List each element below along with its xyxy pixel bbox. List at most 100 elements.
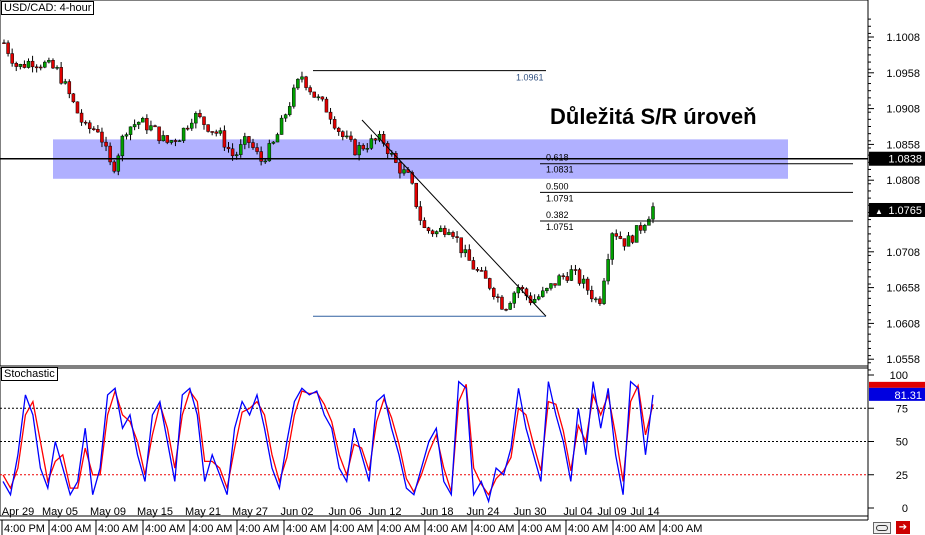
x-subtick-label: 4:00 AM: [98, 523, 138, 535]
stoch-d-line: [2, 383, 654, 496]
stoch-tick-label: 75: [896, 403, 908, 415]
candle-body: [500, 296, 504, 310]
fib-ratio-label: 0.618: [546, 153, 569, 163]
candle-body: [173, 140, 178, 142]
candle-body: [43, 61, 47, 68]
candle-body: [267, 143, 272, 162]
y-tick-label: 1.0808: [886, 175, 920, 187]
candle-body: [234, 154, 239, 157]
x-subtick-label: 4:00 PM: [4, 523, 45, 535]
candle-body: [287, 106, 292, 115]
candle-body: [316, 96, 321, 99]
x-subtick-label: 4:00 AM: [286, 523, 326, 535]
candle-body: [492, 288, 496, 297]
x-tick-label: Jun 06: [328, 506, 361, 518]
candle-body: [459, 237, 463, 254]
candle-body: [541, 290, 545, 297]
fib-price-label: 1.0751: [546, 222, 574, 232]
candle-body: [55, 67, 59, 69]
stoch-k-line: [2, 380, 654, 504]
candle-body: [202, 116, 206, 125]
y-tick-label: 1.0558: [886, 354, 920, 366]
scroll-to-end-icon: ➔: [898, 522, 908, 533]
x-subtick-label: 4:00 AM: [662, 523, 702, 535]
y-tick-label: 1.0858: [886, 139, 920, 151]
candle-body: [83, 121, 88, 124]
candle-body: [18, 64, 23, 67]
candle-body: [206, 124, 210, 132]
candle-body: [47, 59, 51, 63]
candle-body: [194, 113, 198, 124]
candle-body: [128, 126, 133, 135]
candle-body: [63, 81, 67, 84]
candle-body: [451, 232, 455, 237]
link-button[interactable]: [873, 522, 891, 534]
candle-body: [357, 145, 361, 156]
candle-body: [230, 148, 235, 157]
candle-body: [210, 131, 214, 133]
x-tick-label: May 27: [232, 506, 268, 518]
candle-body: [157, 126, 161, 142]
y-tick-label: 1.0958: [886, 68, 920, 80]
candle-body: [577, 269, 582, 284]
candle-body: [332, 119, 337, 129]
x-subtick-label: 4:00 AM: [145, 523, 185, 535]
candle-body: [479, 270, 484, 272]
candle-body: [124, 134, 129, 137]
y-tick-label: 1.0908: [886, 104, 920, 116]
candle-body: [247, 136, 251, 143]
candle-body: [145, 118, 149, 131]
x-tick-label: Jun 24: [466, 506, 499, 518]
x-subtick-label: 4:00 AM: [474, 523, 514, 535]
candle-body: [26, 60, 31, 68]
candle-body: [214, 131, 219, 134]
candle-body: [373, 138, 378, 141]
x-subtick-label: 4:00 AM: [427, 523, 467, 535]
candle-body: [283, 114, 288, 119]
candle-body: [483, 270, 488, 279]
candle-body: [222, 130, 227, 148]
candle-body: [496, 296, 500, 298]
candle-body: [430, 230, 435, 235]
x-tick-label: Jun 30: [513, 506, 546, 518]
candle-body: [561, 275, 565, 277]
candle-body: [149, 125, 153, 131]
candle-body: [308, 87, 312, 93]
candle-body: [447, 232, 451, 235]
candle-body: [455, 236, 459, 238]
candle-body: [218, 130, 223, 134]
candle-body: [59, 67, 63, 84]
candle-body: [398, 162, 402, 174]
price-panel-frame: [0, 0, 869, 367]
y-tick-label: 1.1008: [886, 32, 920, 44]
candle-body: [92, 128, 96, 130]
candle-body: [618, 236, 623, 239]
candle-body: [238, 144, 243, 155]
candle-body: [418, 206, 423, 221]
x-tick-label: Jul 14: [630, 506, 659, 518]
candle-body: [365, 148, 370, 150]
candle-body: [87, 122, 92, 129]
candle-body: [443, 227, 447, 235]
candle-body: [67, 81, 72, 95]
candle-body: [259, 151, 263, 162]
stoch-tick-label: 25: [896, 470, 908, 482]
candle-body: [116, 155, 121, 172]
candle-body: [581, 278, 586, 284]
candle-body: [361, 145, 365, 150]
candle-body: [112, 161, 116, 172]
fib-price-label: 1.0831: [546, 165, 574, 175]
candle-body: [610, 233, 614, 260]
candle-body: [487, 278, 492, 289]
current-price-label: 1.0765: [888, 205, 922, 217]
candle-body: [132, 124, 137, 128]
candle-body: [590, 290, 594, 300]
stoch-k-label: 81.31: [894, 390, 922, 402]
candle-body: [328, 111, 333, 120]
candle-body: [508, 303, 512, 310]
y-tick-label: 1.0658: [886, 283, 920, 295]
x-tick-label: May 09: [90, 506, 126, 518]
candle-body: [353, 139, 357, 156]
scroll-to-end-button[interactable]: ➔: [896, 521, 910, 534]
